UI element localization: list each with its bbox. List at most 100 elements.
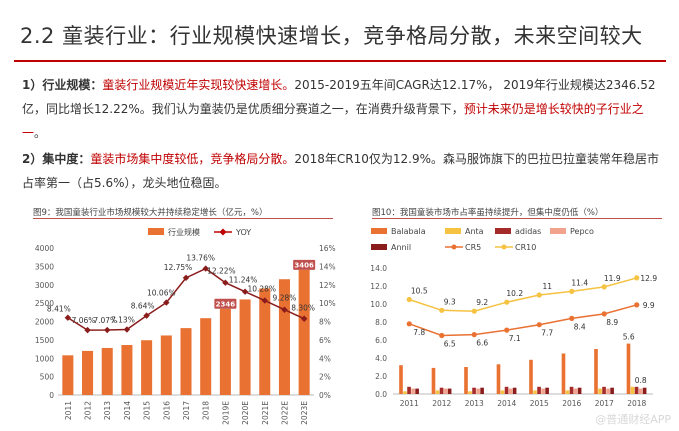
bar-anta-2011: [403, 391, 407, 394]
y-right-tick-label: 2%: [319, 373, 331, 382]
cr5-value-label: 7.1: [509, 334, 521, 343]
cr10-point-2015: [536, 292, 542, 298]
y-right-tick-label: 16%: [319, 244, 336, 253]
bar-2022E: [278, 279, 290, 395]
bar-annil-2014: [512, 387, 517, 394]
y-tick-label: 10.0: [370, 300, 387, 309]
yoy-value-label: 10.06%: [147, 289, 176, 298]
x-tick-label: 2011: [400, 399, 419, 408]
cr5-point-2012: [439, 332, 445, 339]
cr10-point-2017: [601, 284, 607, 290]
x-tick-label: 2014: [123, 401, 132, 420]
bar-annil-2017: [610, 387, 614, 394]
cr10-value-label: 9.2: [476, 298, 488, 307]
legend-label-adidas: adidas: [515, 227, 541, 236]
x-tick-label: 2016: [162, 401, 171, 420]
yoy-point-2020E: [241, 288, 249, 295]
p2-text-1: 2018年CR10仅为12.9%。森马服饰旗下的巴拉巴拉童装常年稳居市占率第一（…: [22, 152, 660, 190]
bar-adidas-2014: [504, 386, 509, 394]
x-tick-label: 2015: [143, 401, 152, 420]
cr10-line: [409, 277, 637, 312]
cr5-point-2017: [601, 311, 607, 317]
legend-marker-cr5: [451, 244, 457, 250]
x-tick-label: 2019E: [221, 401, 230, 425]
yoy-value-label: 12.75%: [164, 263, 193, 272]
yoy-value-label: 7.13%: [111, 315, 135, 324]
bar-pepco-2012: [443, 388, 448, 394]
legend-swatch-annil: [371, 244, 387, 250]
bar-2011: [62, 355, 74, 395]
bar-value-label: 2346: [216, 300, 236, 308]
cr5-point-2013: [471, 332, 477, 338]
cr10-point-2014: [504, 299, 510, 305]
y-left-tick-label: 500: [40, 373, 55, 382]
cr10-value-label: 10.5: [411, 287, 428, 296]
fig10-caption: 图10：我国童装市场市占率虽持续提升，但集中度仍低（%）: [372, 208, 604, 218]
x-tick-label: 2013: [103, 401, 112, 420]
bar-2017: [180, 328, 192, 395]
bar-annil-2012: [447, 388, 452, 394]
p1-text-2: 。: [34, 126, 47, 140]
yoy-value-label: 7.06%: [72, 316, 96, 325]
cr10-value-label: 12.9: [640, 274, 657, 283]
watermark: @普通财经APP: [595, 413, 671, 426]
y-tick-label: 8.0: [375, 318, 387, 327]
yoy-point-2023E: [300, 315, 308, 322]
legend-label-yoy: YOY: [235, 228, 251, 237]
y-tick-label: 14.0: [370, 264, 387, 273]
bar-annil-2018: [642, 387, 647, 394]
bar-2023E: [298, 269, 310, 395]
bar-value-label: 5.6: [623, 333, 635, 342]
bar-2019E: [219, 308, 231, 395]
y-left-tick-label: 1500: [35, 336, 54, 345]
yoy-point-2012: [84, 326, 91, 334]
bar-2016: [160, 335, 172, 395]
legend-label-anta: Anta: [465, 227, 484, 236]
x-tick-label: 2021E: [261, 401, 270, 425]
cr10-point-2013: [471, 308, 477, 314]
cr5-point-2018: [634, 302, 640, 308]
x-tick-label: 2012: [84, 401, 93, 420]
cr5-value-label: 6.6: [476, 339, 488, 348]
x-tick-label: 2016: [562, 399, 581, 408]
bar-value-label: 0.8: [635, 376, 647, 385]
x-tick-label: 2017: [595, 399, 614, 408]
bar-pepco-2014: [508, 388, 513, 394]
yoy-point-2013: [104, 326, 111, 334]
y-left-tick-label: 1000: [35, 354, 54, 363]
cr5-value-label: 7.8: [413, 328, 425, 337]
cr5-value-label: 7.7: [541, 329, 553, 338]
yoy-value-label: 9.28%: [273, 294, 297, 303]
cr10-point-2018: [634, 275, 640, 281]
cr5-point-2014: [504, 327, 510, 333]
x-tick-label: 2018: [627, 399, 646, 408]
bar-annil-2015: [545, 387, 549, 394]
bar-pepco-2017: [606, 388, 610, 394]
legend-swatch-scale: [148, 228, 164, 235]
bar-pepco-2015: [541, 388, 545, 394]
y-right-tick-label: 4%: [319, 354, 331, 363]
chart-market-size: 行业规模 YOY 0 500 1000 1500 2000 2500 3000 3500 4000 0…: [35, 227, 336, 425]
cr10-value-label: 10.2: [506, 289, 523, 298]
cr5-value-label: 6.5: [444, 340, 456, 349]
cr5-point-2016: [569, 315, 575, 321]
cr5-point-2015: [536, 322, 542, 328]
bar-balabala-2014: [496, 364, 501, 394]
bar-adidas-2017: [602, 386, 606, 394]
bar-annil-2016: [577, 387, 582, 394]
legend-label-annil: Annil: [391, 243, 411, 252]
yoy-value-label: 8.30%: [291, 304, 315, 313]
fig9-caption: 图9：我国童装行业市场规模较大并持续稳定增长（亿元，%）: [33, 208, 268, 218]
y-tick-label: 12.0: [370, 282, 387, 291]
bar-pepco-2013: [476, 388, 480, 394]
cr10-point-2016: [569, 288, 575, 294]
cr10-value-label: 9.3: [444, 297, 456, 306]
bar-anta-2013: [468, 391, 472, 394]
bar-balabala-2015: [529, 359, 533, 394]
x-tick-label: 2015: [530, 399, 549, 408]
bar-annil-2013: [480, 387, 484, 394]
y-right-tick-label: 14%: [319, 262, 336, 271]
yoy-value-label: 13.76%: [186, 254, 215, 263]
bar-2014: [121, 345, 133, 395]
x-tick-label: 2018: [202, 401, 211, 420]
